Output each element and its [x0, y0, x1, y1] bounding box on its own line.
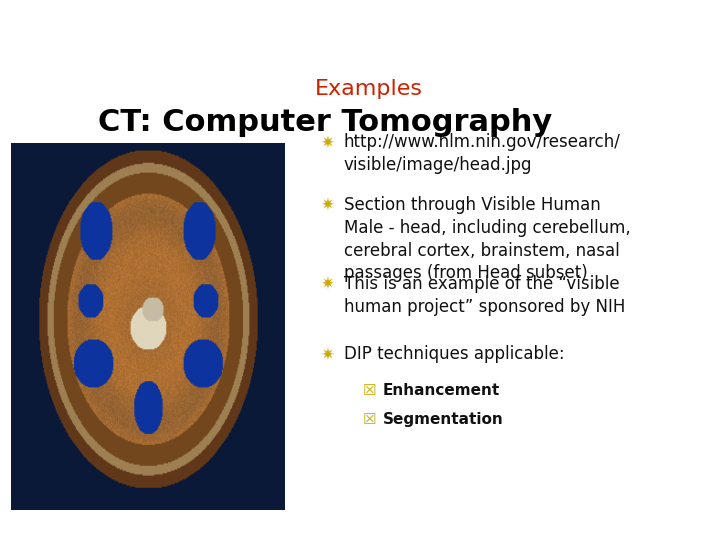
Text: ☒: ☒: [362, 412, 376, 427]
Text: ✷: ✷: [320, 275, 334, 293]
Text: ✷: ✷: [320, 346, 334, 363]
Text: Segmentation: Segmentation: [383, 412, 504, 427]
Text: ☒: ☒: [362, 383, 376, 398]
Text: This is an example of the “visible
human project” sponsored by NIH: This is an example of the “visible human…: [344, 275, 625, 316]
Text: Examples: Examples: [315, 79, 423, 99]
Text: http://www.nlm.nih.gov/research/
visible/image/head.jpg: http://www.nlm.nih.gov/research/ visible…: [344, 133, 621, 174]
Text: Enhancement: Enhancement: [383, 383, 500, 398]
Text: ✷: ✷: [320, 133, 334, 151]
Text: ✷: ✷: [320, 196, 334, 214]
Text: Section through Visible Human
Male - head, including cerebellum,
cerebral cortex: Section through Visible Human Male - hea…: [344, 196, 631, 282]
Text: CT: Computer Tomography: CT: Computer Tomography: [99, 109, 553, 138]
Text: DIP techniques applicable:: DIP techniques applicable:: [344, 346, 564, 363]
